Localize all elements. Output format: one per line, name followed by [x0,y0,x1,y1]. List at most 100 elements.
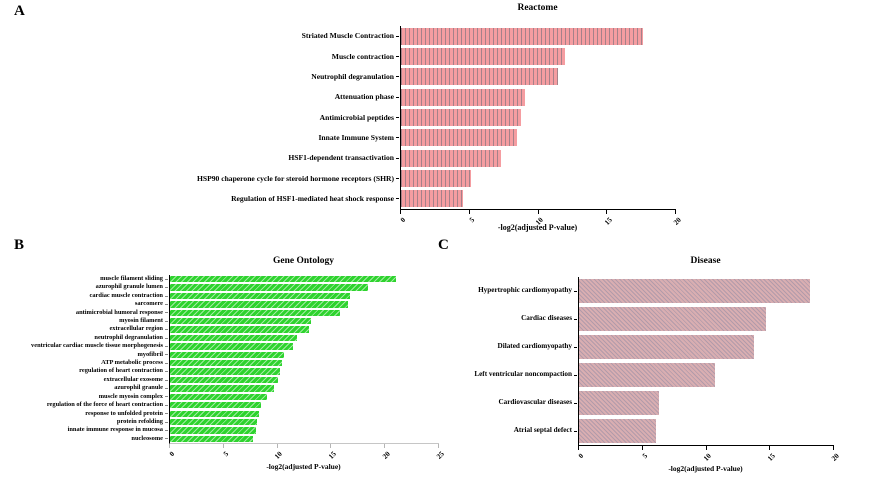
bar-row [401,87,676,107]
y-tick-mark [396,55,399,57]
x-tick-label: 0 [577,452,586,461]
category-label-row: cardiac muscle contraction [0,292,168,300]
bar [401,149,502,167]
x-tick-mark [705,446,707,450]
y-tick-mark [165,312,168,314]
bar [401,190,463,208]
category-label: HSP90 chaperone cycle for steroid hormon… [196,173,394,183]
bar [401,88,525,106]
y-tick-mark [165,421,168,423]
category-label: sarcomere [134,300,163,308]
bar [170,360,282,367]
bar [401,68,558,86]
y-tick-mark [396,157,399,159]
x-tick-mark [400,210,401,214]
y-tick-mark [165,287,168,289]
x-axis-ticks: 0 5 10 15 20 [577,446,841,476]
category-label: neutrophil degranulation [94,333,163,341]
x-tick-mark [578,446,579,450]
x-tick-mark [169,444,170,448]
y-tick-mark [165,345,168,347]
y-tick-mark [396,76,399,78]
bar [170,326,309,333]
y-tick-mark [165,404,168,406]
category-label: innate immune response in mucosa [67,426,163,434]
y-axis-category-labels: Hypertrophic cardiomyopathy Cardiac disea… [408,277,577,445]
y-axis-category-labels: Striated Muscle Contraction Muscle contra… [150,26,399,209]
category-label-row: neutrophil degranulation [0,334,168,342]
y-tick-mark [396,198,399,200]
bar-row [170,401,439,409]
bar-row [170,410,439,418]
category-label-row: Dilated cardiomyopathy [408,333,577,361]
category-label: ATP metabolic process [101,359,163,367]
y-tick-mark [165,329,168,331]
bar-row [170,342,439,350]
y-tick-mark [574,346,577,348]
bar [401,47,565,65]
category-label: Innate Immune System [318,133,394,142]
bar-row [170,309,439,317]
bar [170,284,368,291]
bar-row [170,334,439,342]
bar [170,309,340,317]
x-axis-ticks: 0 5 10 15 20 [399,210,683,240]
category-label-row: extracellular region [0,325,168,333]
bar [170,276,396,283]
bar-row [579,417,834,445]
category-label-row: HSF1-dependent transactivation [150,148,399,168]
x-tick-label: 5 [222,450,231,459]
x-tick-label: 10 [273,450,285,461]
bar [170,318,311,325]
category-label: Hypertrophic cardiomyopathy [478,286,572,295]
bar [170,393,267,401]
category-label: response to unfolded protein [85,409,163,417]
bar [579,419,656,443]
y-tick-mark [165,396,168,398]
bar [401,27,643,45]
bar-row [579,333,834,361]
category-label-row: Attenuation phase [150,87,399,107]
category-label: myosin filament [119,317,163,325]
bar [170,292,350,300]
category-label: Atrial septal defect [513,426,572,435]
bar [170,427,257,434]
category-label: azurophil granule [114,384,163,392]
category-label-row: innate immune response in mucosa [0,426,168,434]
y-tick-mark [165,362,168,364]
category-label-row: sarcomere [0,300,168,308]
x-tick-mark [537,210,539,214]
chart-title-gene-ontology: Gene Ontology [273,256,334,266]
y-tick-mark [165,320,168,322]
y-axis-category-labels: muscle filament sliding azurophil granule… [0,275,168,443]
category-label-row: ATP metabolic process [0,359,168,367]
y-tick-mark [396,116,399,118]
x-tick-label: 5 [641,452,650,461]
bar [579,307,767,331]
category-label-row: ventricular cardiac muscle tissue morpho… [0,342,168,350]
category-label-row: nucleosome [0,435,168,443]
category-label-row: Regulation of HSF1-mediated heat shock r… [150,189,399,209]
x-tick-mark [276,444,278,448]
bar [401,108,521,126]
category-label: Muscle contraction [331,51,394,61]
category-label-row: myosin filament [0,317,168,325]
y-tick-mark [574,290,577,292]
y-tick-mark [574,374,577,376]
category-label-row: protein refolding [0,418,168,426]
category-label-row: Atrial septal defect [408,417,577,445]
category-label: Left ventricular noncompaction [474,370,572,379]
bar-row [579,361,834,389]
panel-letter-a: A [14,3,25,19]
x-axis-label: -log2(adjusted P-value) [668,464,743,473]
x-tick-label: 25 [434,450,446,461]
bar [170,343,293,350]
category-label-row: azurophil granule [0,384,168,392]
bar [170,334,297,342]
y-tick-mark [574,402,577,404]
category-label-row: azurophil granule lumen [0,283,168,291]
bar-row [170,325,439,333]
bar-row [170,351,439,359]
category-label-row: muscle filament sliding [0,275,168,283]
bar [579,279,810,303]
